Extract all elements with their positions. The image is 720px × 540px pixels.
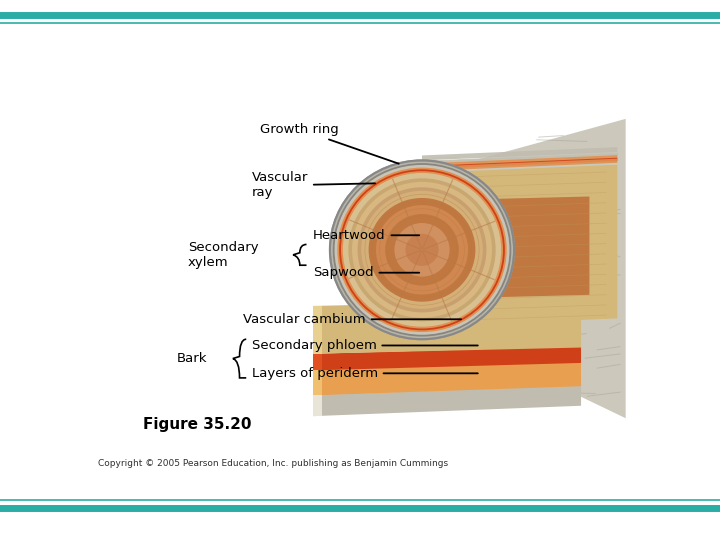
Ellipse shape xyxy=(358,187,487,313)
Polygon shape xyxy=(422,152,617,165)
Polygon shape xyxy=(313,359,581,370)
Ellipse shape xyxy=(348,178,495,321)
Ellipse shape xyxy=(369,198,475,302)
Polygon shape xyxy=(422,158,617,170)
Text: Sapwood: Sapwood xyxy=(313,266,419,279)
Polygon shape xyxy=(313,361,581,395)
Ellipse shape xyxy=(341,171,503,328)
Text: Heartwood: Heartwood xyxy=(313,229,419,242)
Polygon shape xyxy=(313,300,581,354)
Polygon shape xyxy=(313,382,581,395)
Text: Copyright © 2005 Pearson Education, Inc. publishing as Benjamin Cummings: Copyright © 2005 Pearson Education, Inc.… xyxy=(99,460,449,469)
Ellipse shape xyxy=(385,214,459,286)
Ellipse shape xyxy=(335,165,510,335)
Polygon shape xyxy=(422,153,617,163)
Ellipse shape xyxy=(395,223,449,276)
Text: Growth ring: Growth ring xyxy=(260,123,399,164)
Polygon shape xyxy=(425,119,626,418)
Ellipse shape xyxy=(330,160,514,339)
Text: Secondary
xylem: Secondary xylem xyxy=(188,241,258,269)
Text: Figure 35.20: Figure 35.20 xyxy=(143,417,251,432)
Polygon shape xyxy=(313,370,322,395)
Text: Layers of periderm: Layers of periderm xyxy=(252,367,478,380)
Ellipse shape xyxy=(361,191,483,309)
Ellipse shape xyxy=(352,182,492,318)
Ellipse shape xyxy=(376,205,468,294)
Ellipse shape xyxy=(333,163,511,336)
Text: Vascular cambium: Vascular cambium xyxy=(243,313,461,326)
Polygon shape xyxy=(422,159,617,171)
Text: Vascular
ray: Vascular ray xyxy=(252,171,375,199)
Polygon shape xyxy=(422,165,617,327)
Ellipse shape xyxy=(343,173,501,327)
Ellipse shape xyxy=(339,170,505,330)
Polygon shape xyxy=(313,306,322,354)
Polygon shape xyxy=(422,155,617,167)
Polygon shape xyxy=(313,354,322,370)
Polygon shape xyxy=(313,385,581,416)
Polygon shape xyxy=(422,197,590,299)
Polygon shape xyxy=(422,147,617,160)
Ellipse shape xyxy=(405,234,438,266)
Text: Bark: Bark xyxy=(176,352,207,365)
Ellipse shape xyxy=(337,167,507,332)
Polygon shape xyxy=(313,346,581,370)
Polygon shape xyxy=(313,395,322,416)
Text: Secondary phloem: Secondary phloem xyxy=(252,339,478,352)
